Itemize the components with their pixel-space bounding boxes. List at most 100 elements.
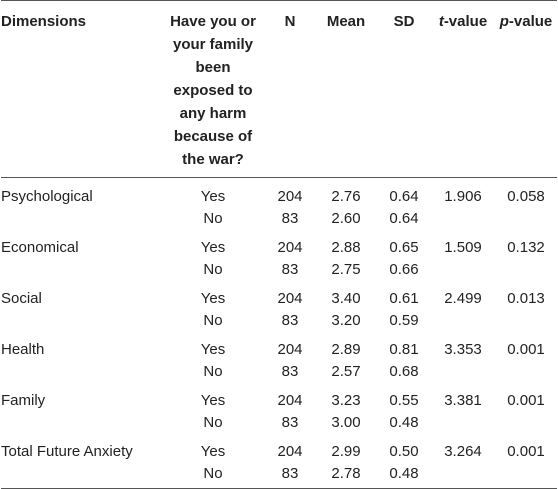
n-cell: 83 bbox=[281, 209, 299, 227]
n-cell: 83 bbox=[281, 413, 299, 431]
header-harm-exposure: Have you or your family been exposed to … bbox=[170, 13, 256, 168]
t-value-cell bbox=[431, 259, 495, 281]
dimension-cell: Psychological bbox=[1, 188, 93, 205]
group-cell: No bbox=[203, 464, 223, 482]
header-t-symbol: t bbox=[438, 13, 444, 30]
dimension-cell bbox=[1, 208, 161, 230]
sd-cell: 0.66 bbox=[389, 260, 419, 278]
t-value-cell: 3.264 bbox=[444, 443, 482, 460]
group-cell: Yes bbox=[200, 341, 226, 358]
mean-cell: 2.57 bbox=[331, 362, 361, 380]
t-value-cell: 3.353 bbox=[444, 341, 482, 358]
mean-cell: 2.76 bbox=[331, 188, 361, 205]
mean-cell: 3.23 bbox=[331, 392, 361, 409]
table-row: Psychological Yes 204 2.76 0.64 1.906 0.058 bbox=[1, 178, 557, 208]
dimension-cell bbox=[1, 463, 161, 489]
t-value-cell: 1.509 bbox=[444, 239, 482, 256]
sd-cell: 0.55 bbox=[389, 392, 419, 409]
header-sd: SD bbox=[393, 13, 415, 30]
n-cell: 204 bbox=[277, 443, 303, 460]
sd-cell: 0.65 bbox=[389, 239, 419, 256]
sd-cell: 0.64 bbox=[389, 209, 419, 227]
p-value-cell: 0.013 bbox=[507, 290, 545, 307]
dimension-cell: Health bbox=[1, 341, 45, 358]
p-value-cell: 0.001 bbox=[507, 443, 545, 460]
t-value-cell bbox=[431, 463, 495, 489]
n-cell: 204 bbox=[277, 290, 303, 307]
group-cell: Yes bbox=[200, 290, 226, 307]
p-value-cell: 0.001 bbox=[507, 341, 545, 358]
group-cell: No bbox=[203, 311, 223, 329]
dimension-cell bbox=[1, 412, 161, 434]
dimension-cell: Family bbox=[1, 392, 46, 409]
p-value-cell bbox=[495, 361, 557, 383]
group-cell: Yes bbox=[200, 392, 226, 409]
header-p-suffix: -value bbox=[508, 13, 553, 30]
dimension-cell bbox=[1, 259, 161, 281]
mean-cell: 2.89 bbox=[331, 341, 361, 358]
n-cell: 204 bbox=[277, 188, 303, 205]
header-t-suffix: -value bbox=[443, 13, 488, 30]
dimension-cell bbox=[1, 361, 161, 383]
header-mean: Mean bbox=[326, 13, 366, 30]
table-row: No 83 3.20 0.59 bbox=[1, 310, 557, 332]
dimension-cell: Economical bbox=[1, 239, 79, 256]
t-value-cell bbox=[431, 208, 495, 230]
p-value-cell bbox=[495, 208, 557, 230]
mean-cell: 2.78 bbox=[331, 464, 361, 482]
group-cell: Yes bbox=[200, 188, 226, 205]
table-row: No 83 2.57 0.68 bbox=[1, 361, 557, 383]
n-cell: 83 bbox=[281, 464, 299, 482]
p-value-cell: 0.001 bbox=[507, 392, 545, 409]
sd-cell: 0.48 bbox=[389, 413, 419, 431]
sd-cell: 0.68 bbox=[389, 362, 419, 380]
dimension-cell: Social bbox=[1, 290, 42, 307]
header-t-value: t-value bbox=[431, 1, 495, 178]
mean-cell: 3.00 bbox=[331, 413, 361, 431]
table-row: No 83 2.60 0.64 bbox=[1, 208, 557, 230]
dimension-cell bbox=[1, 310, 161, 332]
t-value-cell: 1.906 bbox=[444, 188, 482, 205]
mean-cell: 2.88 bbox=[331, 239, 361, 256]
mean-cell: 2.99 bbox=[331, 443, 361, 460]
group-cell: No bbox=[203, 413, 223, 431]
mean-cell: 3.20 bbox=[331, 311, 361, 329]
table-row: No 83 3.00 0.48 bbox=[1, 412, 557, 434]
sd-cell: 0.59 bbox=[389, 311, 419, 329]
t-value-cell bbox=[431, 310, 495, 332]
group-cell: No bbox=[203, 209, 223, 227]
t-value-cell: 2.499 bbox=[444, 290, 482, 307]
table-header: Dimensions Have you or your family been … bbox=[1, 0, 557, 178]
mean-cell: 3.40 bbox=[331, 290, 361, 307]
sd-cell: 0.48 bbox=[389, 464, 419, 482]
table-row: Total Future Anxiety Yes 204 2.99 0.50 3.264 0… bbox=[1, 433, 557, 463]
group-cell: No bbox=[203, 362, 223, 380]
mean-cell: 2.75 bbox=[331, 260, 361, 278]
t-value-cell: 3.381 bbox=[444, 392, 482, 409]
header-row: Dimensions Have you or your family been … bbox=[1, 0, 557, 178]
t-value-cell bbox=[431, 361, 495, 383]
p-value-cell: 0.058 bbox=[507, 188, 545, 205]
p-value-cell bbox=[495, 259, 557, 281]
sd-cell: 0.61 bbox=[389, 290, 419, 307]
n-cell: 204 bbox=[277, 341, 303, 358]
group-cell: Yes bbox=[200, 239, 226, 256]
t-value-cell bbox=[431, 412, 495, 434]
header-dimensions: Dimensions bbox=[1, 13, 87, 30]
n-cell: 83 bbox=[281, 362, 299, 380]
mean-cell: 2.60 bbox=[331, 209, 361, 227]
sd-cell: 0.81 bbox=[389, 341, 419, 358]
table-body: Psychological Yes 204 2.76 0.64 1.906 0.058 No 8… bbox=[1, 178, 557, 489]
group-cell: No bbox=[203, 260, 223, 278]
n-cell: 204 bbox=[277, 239, 303, 256]
header-p-symbol: p bbox=[499, 13, 509, 30]
table-row: Family Yes 204 3.23 0.55 3.381 0.001 bbox=[1, 382, 557, 412]
table-row: Economical Yes 204 2.88 0.65 1.509 0.132 bbox=[1, 229, 557, 259]
header-n: N bbox=[284, 13, 296, 30]
sd-cell: 0.64 bbox=[389, 188, 419, 205]
p-value-cell bbox=[495, 412, 557, 434]
table-row: Health Yes 204 2.89 0.81 3.353 0.001 bbox=[1, 331, 557, 361]
table-row: No 83 2.75 0.66 bbox=[1, 259, 557, 281]
p-value-cell bbox=[495, 310, 557, 332]
